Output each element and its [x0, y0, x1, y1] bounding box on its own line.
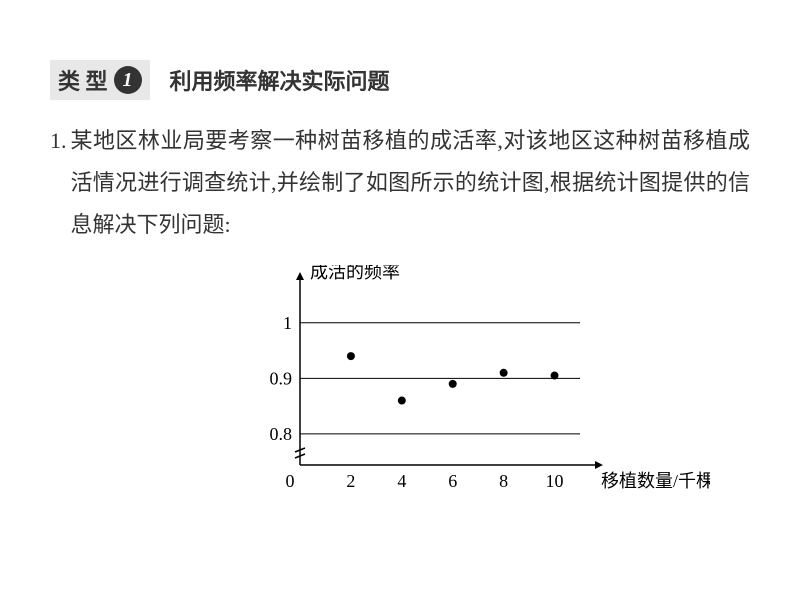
chart-container: 0.8 0.9 1 2 4 6 8 10 0 成活的频率移植数量/千棵 [230, 265, 750, 510]
svg-text:1: 1 [283, 313, 292, 333]
badge-number: 1 [114, 66, 142, 94]
svg-text:成活的频率: 成活的频率 [310, 265, 400, 282]
category-title: 利用频率解决实际问题 [170, 64, 390, 96]
category-header: 类 型 1 利用频率解决实际问题 [50, 60, 750, 100]
question-block: 1. 某地区林业局要考察一种树苗移植的成活率,对该地区这种树苗移植成活情况进行调… [50, 120, 750, 245]
svg-text:8: 8 [499, 471, 508, 491]
svg-text:2: 2 [346, 471, 355, 491]
svg-text:0: 0 [286, 471, 295, 491]
svg-text:0.9: 0.9 [270, 369, 293, 389]
svg-text:0.8: 0.8 [270, 424, 293, 444]
question-text: 某地区林业局要考察一种树苗移植的成活率,对该地区这种树苗移植成活情况进行调查统计… [71, 120, 751, 245]
category-badge: 类 型 1 [50, 60, 150, 100]
svg-text:6: 6 [448, 471, 457, 491]
scatter-chart: 0.8 0.9 1 2 4 6 8 10 0 成活的频率移植数量/千棵 [230, 265, 710, 505]
svg-text:10: 10 [546, 471, 564, 491]
question-number: 1. [50, 120, 67, 245]
category-label: 类 型 [58, 64, 108, 96]
svg-text:移植数量/千棵: 移植数量/千棵 [601, 471, 710, 491]
svg-text:4: 4 [397, 471, 406, 491]
